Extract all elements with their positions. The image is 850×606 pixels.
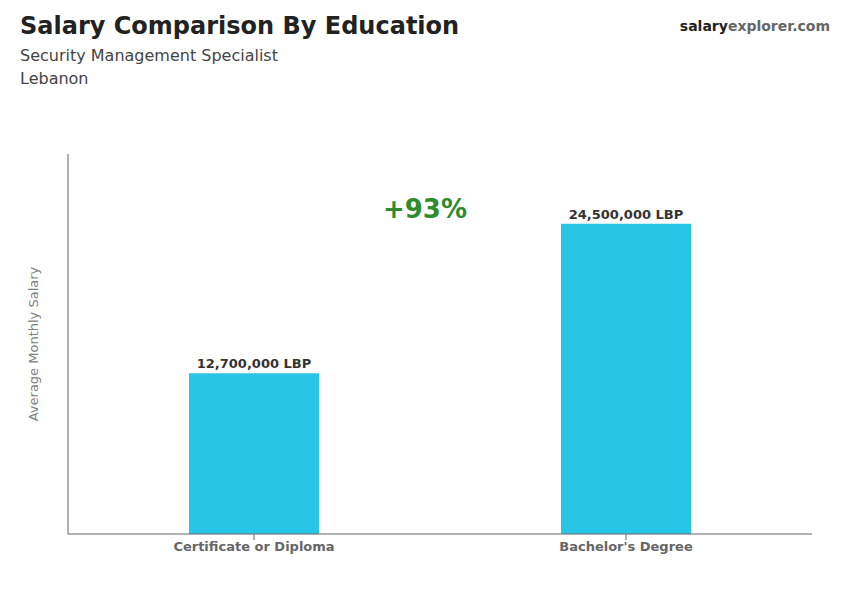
- svg-text:Average Monthly Salary: Average Monthly Salary: [26, 266, 41, 421]
- html-text:+93%: +93%: [383, 194, 467, 224]
- svg-text:Bachelor's Degree: Bachelor's Degree: [559, 539, 693, 554]
- svg-text:Certificate or Diploma: Certificate or Diploma: [173, 539, 334, 554]
- html-text:Security Management Specialist: Security Management Specialist: [20, 46, 278, 65]
- html-text:Salary Comparison By Education: Salary Comparison By Education: [20, 12, 460, 40]
- svg-text:24,500,000 LBP: 24,500,000 LBP: [569, 207, 684, 222]
- html-text:Lebanon: Lebanon: [20, 69, 89, 88]
- svg-text:12,700,000 LBP: 12,700,000 LBP: [197, 356, 312, 371]
- html-text:salary explorer.com: salary explorer.com: [679, 18, 830, 34]
